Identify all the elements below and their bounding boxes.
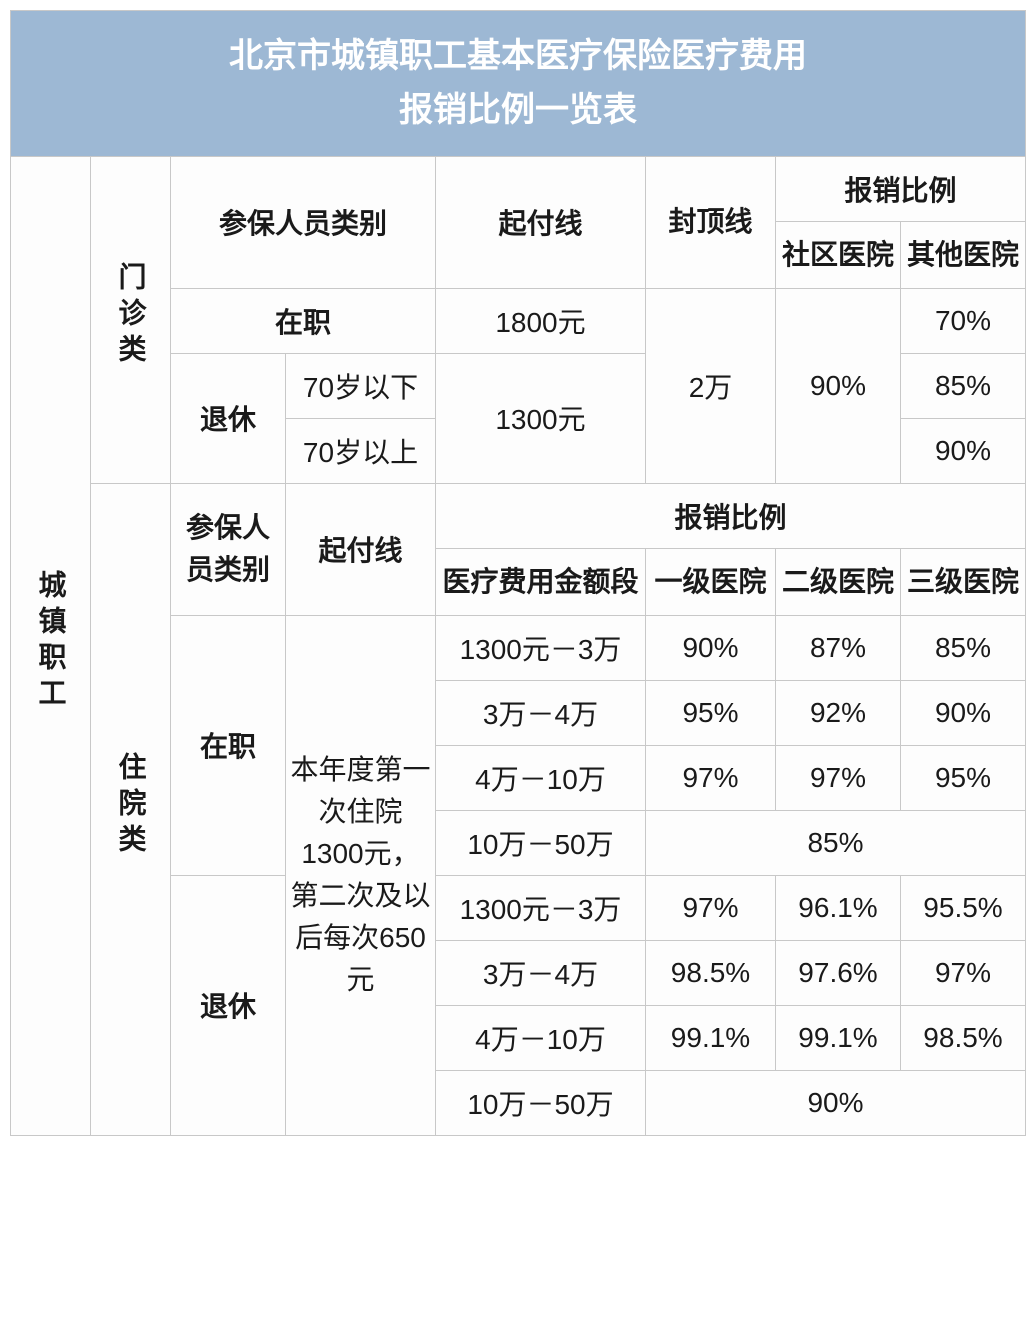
- header-ratio: 报销比例: [776, 156, 1026, 221]
- outpatient-cap: 2万: [646, 288, 776, 483]
- table-cell: 1300元－3万: [436, 875, 646, 940]
- table-cell: 99.1%: [646, 1005, 776, 1070]
- header-participant: 参保人员类别: [171, 156, 436, 288]
- retired-over70-age: 70岁以上: [286, 418, 436, 483]
- table-cell: 92%: [776, 680, 901, 745]
- active-deductible: 1800元: [436, 288, 646, 353]
- table-cell: 95%: [646, 680, 776, 745]
- retired-under70-age: 70岁以下: [286, 353, 436, 418]
- table-cell: 3万－4万: [436, 680, 646, 745]
- inpatient-header-ratio: 报销比例: [436, 483, 1026, 548]
- table-cell: 1300元－3万: [436, 615, 646, 680]
- table-cell: 4万－10万: [436, 745, 646, 810]
- table-cell: 85%: [646, 810, 1026, 875]
- header-community: 社区医院: [776, 221, 901, 288]
- header-deductible: 起付线: [436, 156, 646, 288]
- table-cell: 97%: [646, 875, 776, 940]
- inpatient-category: 住院类: [91, 483, 171, 1135]
- table-cell: 97%: [901, 940, 1026, 1005]
- inpatient-header-l2: 二级医院: [776, 548, 901, 615]
- table-cell: 3万－4万: [436, 940, 646, 1005]
- table-cell: 85%: [901, 615, 1026, 680]
- header-cap: 封顶线: [646, 156, 776, 288]
- retired-label: 退休: [171, 353, 286, 483]
- table-cell: 99.1%: [776, 1005, 901, 1070]
- inpatient-header-l1: 一级医院: [646, 548, 776, 615]
- table-cell: 95%: [901, 745, 1026, 810]
- table-cell: 98.5%: [646, 940, 776, 1005]
- inpatient-header-participant: 参保人员类别: [171, 483, 286, 615]
- table-cell: 87%: [776, 615, 901, 680]
- table-cell: 96.1%: [776, 875, 901, 940]
- outpatient-community-pct: 90%: [776, 288, 901, 483]
- table-cell: 90%: [646, 615, 776, 680]
- table-cell: 90%: [646, 1070, 1026, 1135]
- inpatient-deductible-text: 本年度第一次住院1300元，第二次及以后每次650元: [286, 615, 436, 1135]
- title-line-2: 报销比例一览表: [21, 83, 1015, 137]
- active-label: 在职: [171, 288, 436, 353]
- table-title: 北京市城镇职工基本医疗保险医疗费用 报销比例一览表: [11, 11, 1026, 157]
- table-cell: 97.6%: [776, 940, 901, 1005]
- retired-deductible: 1300元: [436, 353, 646, 483]
- inpatient-header-deductible: 起付线: [286, 483, 436, 615]
- table-cell: 95.5%: [901, 875, 1026, 940]
- retired-over70-pct: 90%: [901, 418, 1026, 483]
- header-other: 其他医院: [901, 221, 1026, 288]
- table-cell: 4万－10万: [436, 1005, 646, 1070]
- insurance-table: 北京市城镇职工基本医疗保险医疗费用 报销比例一览表 城镇职工 门诊类 参保人员类…: [10, 10, 1026, 1136]
- table-cell: 10万－50万: [436, 810, 646, 875]
- table-cell: 98.5%: [901, 1005, 1026, 1070]
- table-cell: 97%: [646, 745, 776, 810]
- inpatient-header-l3: 三级医院: [901, 548, 1026, 615]
- retired-under70-pct: 85%: [901, 353, 1026, 418]
- table-cell: 97%: [776, 745, 901, 810]
- outpatient-category: 门诊类: [91, 156, 171, 483]
- inpatient-active-label: 在职: [171, 615, 286, 875]
- table-cell: 10万－50万: [436, 1070, 646, 1135]
- sidebar-label: 城镇职工: [11, 156, 91, 1135]
- active-other-pct: 70%: [901, 288, 1026, 353]
- table-cell: 90%: [901, 680, 1026, 745]
- inpatient-header-range: 医疗费用金额段: [436, 548, 646, 615]
- inpatient-retired-label: 退休: [171, 875, 286, 1135]
- title-line-1: 北京市城镇职工基本医疗保险医疗费用: [21, 29, 1015, 83]
